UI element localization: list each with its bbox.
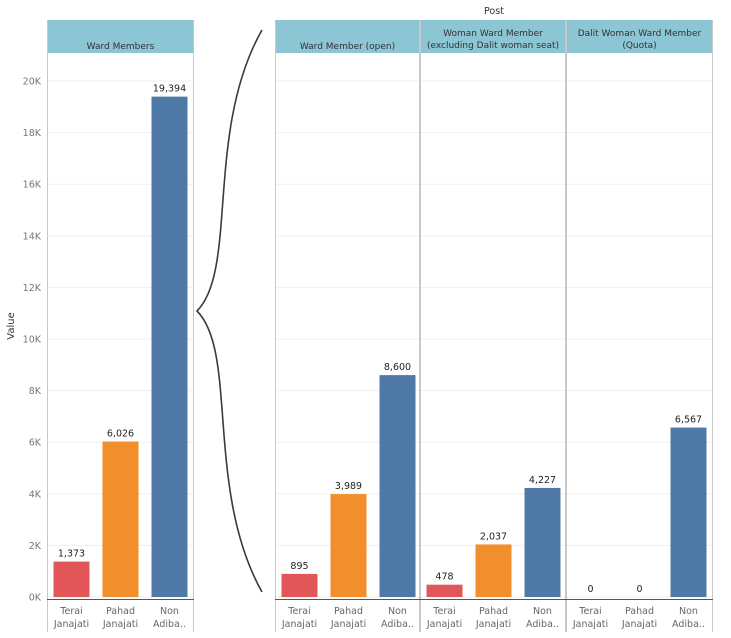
x-tick-label: Janajati (621, 619, 657, 630)
x-tick-label: Non (160, 606, 179, 617)
bar-value-label: 4,227 (529, 475, 556, 486)
bar (524, 487, 561, 597)
bar-value-label: 895 (290, 561, 308, 572)
y-tick-label: 6K (29, 438, 42, 449)
x-tick-label: Janajati (53, 619, 89, 630)
x-tick-label: Janajati (475, 619, 511, 630)
x-tick-label: Adiba.. (153, 619, 186, 630)
x-tick-label: Terai (432, 606, 455, 617)
bar (281, 573, 318, 597)
x-tick-label: Pahad (334, 606, 363, 617)
bar-value-label: 478 (435, 572, 453, 583)
bar (426, 584, 463, 597)
x-tick-label: Terai (287, 606, 310, 617)
panel-header-bg (275, 20, 420, 53)
curly-brace (195, 29, 263, 593)
group-header: Post (484, 6, 504, 17)
bar (53, 561, 90, 597)
bar (670, 427, 707, 597)
panel-1: Ward Member (open) 895 Terai Janajati 3,989 P… (275, 20, 420, 632)
x-tick-label: Pahad (106, 606, 135, 617)
x-tick-label: Terai (59, 606, 82, 617)
x-tick-label: Janajati (102, 619, 138, 630)
bar (102, 441, 139, 597)
x-tick-label: Adiba.. (526, 619, 559, 630)
bar-value-label: 3,989 (335, 481, 362, 492)
x-tick-label: Janajati (330, 619, 366, 630)
y-tick-label: 0K (29, 593, 42, 604)
bar-value-label: 8,600 (384, 362, 411, 373)
bar (330, 494, 367, 597)
bar-value-label: 6,026 (107, 429, 134, 440)
panel-title: (excluding Dalit woman seat) (427, 41, 559, 51)
bar-value-label: 0 (587, 584, 593, 595)
panel-2: Woman Ward Member (excluding Dalit woman … (420, 20, 566, 632)
panel-3: Dalit Woman Ward Member (Quota) 0 Terai Jana… (566, 20, 713, 632)
x-tick-label: Non (388, 606, 407, 617)
x-tick-label: Pahad (625, 606, 654, 617)
y-tick-label: 14K (23, 231, 42, 242)
y-tick-label: 20K (23, 77, 42, 88)
x-tick-label: Janajati (426, 619, 462, 630)
x-tick-label: Pahad (479, 606, 508, 617)
panel-header-bg (47, 20, 194, 53)
bar-value-label: 1,373 (58, 549, 85, 560)
bar (475, 544, 512, 597)
bar-value-label: 0 (636, 584, 642, 595)
x-tick-label: Non (679, 606, 698, 617)
y-tick-label: 16K (23, 180, 42, 191)
bar-value-label: 2,037 (480, 531, 507, 542)
bar-value-label: 19,394 (153, 84, 186, 95)
bar (151, 96, 188, 598)
y-tick-label: 10K (23, 335, 42, 346)
x-tick-label: Terai (578, 606, 601, 617)
bar-value-label: 6,567 (675, 415, 702, 426)
x-tick-label: Adiba.. (672, 619, 705, 630)
x-tick-label: Adiba.. (381, 619, 414, 630)
panel-header-bg (566, 20, 713, 53)
y-tick-label: 4K (29, 489, 42, 500)
x-tick-label: Janajati (572, 619, 608, 630)
y-tick-label: 12K (23, 283, 42, 294)
y-tick-label: 8K (29, 386, 42, 397)
y-axis-title: Value (6, 312, 17, 339)
y-tick-label: 18K (23, 128, 42, 139)
x-tick-label: Non (533, 606, 552, 617)
panel-title: Ward Member (open) (300, 42, 395, 52)
panel-header-bg (420, 20, 566, 53)
y-tick-label: 2K (29, 541, 42, 552)
panel-title: (Quota) (622, 41, 656, 51)
panel-title: Woman Ward Member (443, 29, 543, 39)
panel-title: Dalit Woman Ward Member (578, 29, 702, 39)
x-tick-label: Janajati (281, 619, 317, 630)
bar (379, 375, 416, 597)
panel-title: Ward Members (87, 42, 155, 52)
panel-0: Ward Members 1,373 Terai Janajati 6,026 Pahad… (47, 20, 194, 632)
